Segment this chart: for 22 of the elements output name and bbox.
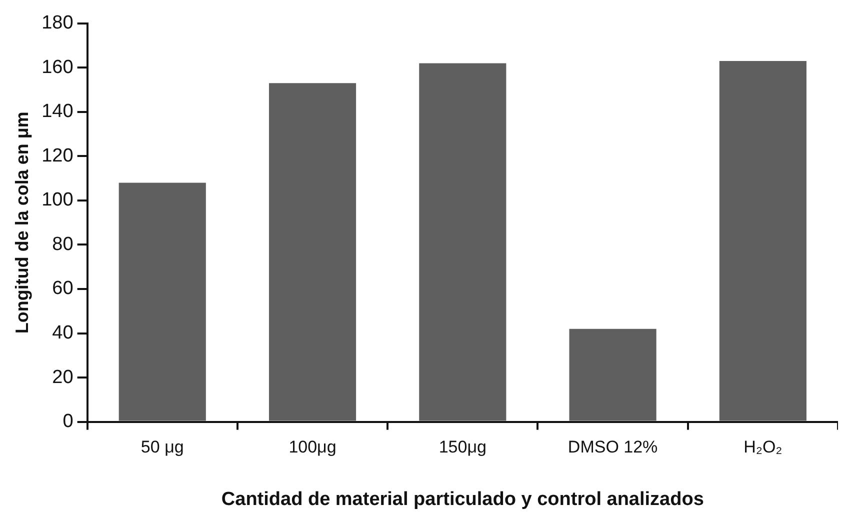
bar (118, 182, 206, 421)
y-tick-label: 40 (52, 322, 74, 344)
bar (569, 328, 656, 421)
bar (719, 61, 806, 421)
y-tick-label: 180 (42, 12, 74, 34)
y-tick-label: 140 (42, 101, 74, 122)
x-tick-label: 50 μg (140, 438, 184, 457)
x-tick-label: 100μg (288, 438, 336, 457)
y-tick-label: 100 (42, 190, 74, 211)
y-tick-label: 80 (52, 234, 74, 255)
bar (268, 83, 356, 421)
y-axis-title: Longitud de la cola en μm (12, 112, 32, 334)
y-tick-label: 60 (52, 278, 74, 300)
x-tick-label: DMSO 12% (568, 438, 658, 457)
x-tick-label: H₂O₂ (744, 438, 782, 457)
x-axis-title: Cantidad de material particulado y control analizados (221, 488, 704, 510)
bar (419, 63, 506, 421)
y-tick-label: 120 (42, 145, 74, 166)
y-tick-label: 20 (52, 366, 74, 388)
y-tick-label: 0 (62, 411, 74, 432)
y-tick-label: 160 (42, 56, 74, 78)
x-tick-label: 150μg (438, 438, 486, 457)
